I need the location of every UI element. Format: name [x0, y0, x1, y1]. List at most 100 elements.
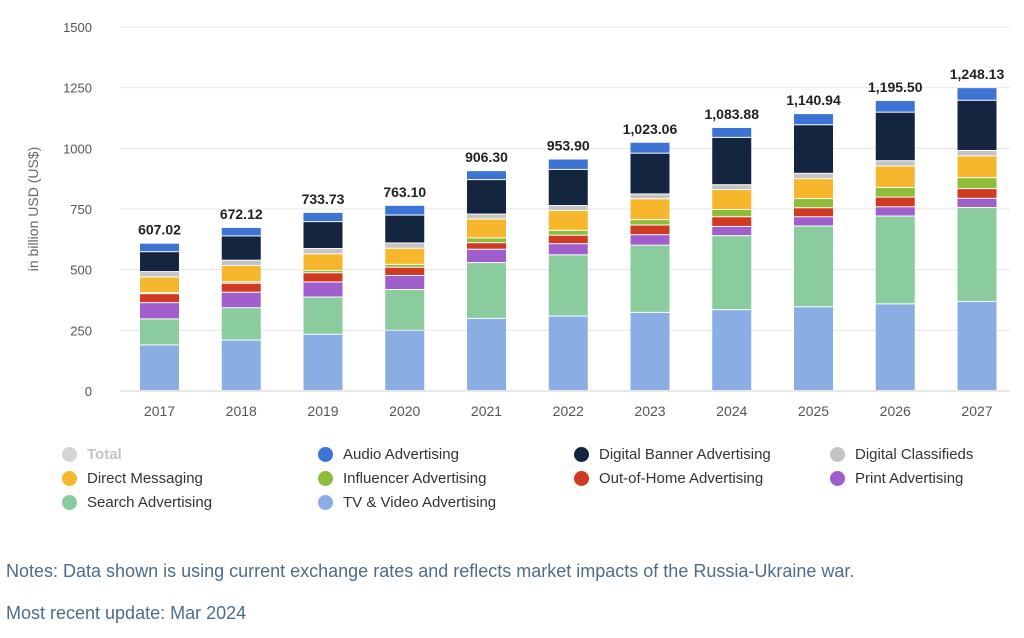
legend-item-tv-video-advertising[interactable]: TV & Video Advertising [318, 494, 574, 511]
legend-dot-icon [830, 470, 845, 486]
bar-segment-influencer-advertising [794, 199, 833, 208]
legend-dot-icon [574, 470, 589, 486]
bar-segment-digital-classifieds [712, 185, 752, 190]
bar-segment-digital-classifieds [221, 260, 261, 266]
bar-segment-print-advertising [794, 217, 833, 226]
legend-item-digital-classifieds[interactable]: Digital Classifieds [830, 446, 1010, 463]
legend-item-total[interactable]: Total [62, 446, 318, 463]
bar-segment-search-advertising [712, 236, 752, 310]
bar-segment-print-advertising [630, 235, 670, 245]
legend-dot-icon [62, 446, 77, 462]
bar-segment-influencer-advertising [957, 178, 997, 189]
bar-segment-tv-video-advertising [140, 345, 179, 390]
bar-segment-search-advertising [794, 226, 833, 307]
legend-item-out-of-home-advertising[interactable]: Out-of-Home Advertising [574, 470, 830, 487]
y-tick-label: 1250 [63, 81, 92, 96]
total-data-label: 1,023.06 [623, 121, 678, 137]
bar-segment-digital-classifieds [875, 161, 915, 166]
total-data-label: 1,140.94 [786, 92, 841, 108]
legend-label: Audio Advertising [343, 445, 459, 463]
legend-label: Direct Messaging [87, 469, 203, 487]
bar-segment-direct-messaging [630, 199, 670, 220]
bar-segment-tv-video-advertising [794, 307, 833, 390]
bar-segment-print-advertising [221, 292, 261, 308]
legend-item-direct-messaging[interactable]: Direct Messaging [62, 470, 318, 487]
x-tick-label: 2017 [144, 403, 175, 419]
bar-segment-search-advertising [957, 208, 997, 301]
total-data-label: 607.02 [138, 222, 181, 238]
x-tick-label: 2025 [798, 403, 829, 419]
y-tick-label: 250 [70, 323, 92, 338]
y-tick-label: 0 [85, 384, 92, 399]
bar-segment-direct-messaging [221, 266, 261, 282]
total-data-label: 1,248.13 [950, 66, 1005, 82]
bar-segment-digital-banner-advertising [957, 100, 997, 151]
bar-segment-tv-video-advertising [221, 340, 261, 390]
bar-segment-digital-banner-advertising [467, 180, 506, 214]
x-tick-label: 2020 [389, 403, 420, 419]
bar-segment-search-advertising [467, 263, 506, 318]
x-tick-label: 2026 [880, 403, 911, 419]
x-tick-label: 2022 [553, 403, 584, 419]
bar-segment-digital-classifieds [140, 272, 179, 277]
bar-segment-audio-advertising [548, 159, 588, 169]
y-tick-label: 750 [70, 202, 92, 217]
bar-segment-print-advertising [140, 303, 179, 319]
legend-item-audio-advertising[interactable]: Audio Advertising [318, 446, 574, 463]
bar-segment-digital-banner-advertising [712, 137, 752, 185]
bar-segment-tv-video-advertising [303, 334, 343, 390]
bar-segment-digital-classifieds [548, 206, 588, 210]
bar-segment-direct-messaging [548, 210, 588, 230]
bar-segment-tv-video-advertising [548, 316, 588, 390]
bar-segment-audio-advertising [303, 212, 343, 222]
y-tick-label: 1500 [63, 20, 92, 35]
bar-segment-print-advertising [548, 244, 588, 255]
bar-segment-search-advertising [630, 245, 670, 312]
bar-segment-direct-messaging [712, 190, 752, 209]
legend-row: Direct Messaging Influencer Advertising Ou… [62, 466, 1012, 490]
bar-segment-digital-banner-advertising [140, 252, 179, 272]
x-tick-label: 2021 [471, 403, 502, 419]
bar-segment-out-of-home-advertising [957, 189, 997, 198]
bar-segment-tv-video-advertising [875, 304, 915, 390]
bar-segment-search-advertising [875, 216, 915, 304]
bar-segment-search-advertising [548, 255, 588, 316]
legend-label: Digital Banner Advertising [599, 445, 771, 463]
bar-segment-digital-classifieds [957, 151, 997, 156]
bar-segment-print-advertising [712, 226, 752, 236]
bar-segment-influencer-advertising [467, 238, 506, 243]
legend-label: Out-of-Home Advertising [599, 469, 764, 487]
legend-item-digital-banner-advertising[interactable]: Digital Banner Advertising [574, 446, 830, 463]
most-recent-update: Most recent update: Mar 2024 [6, 603, 247, 623]
stacked-bar-chart: 0 250 500 750 1000 1250 1500 in billion USD (US… [25, 20, 1010, 419]
y-tick-label: 500 [70, 263, 92, 278]
x-tick-label: 2018 [226, 403, 257, 419]
bar-segment-direct-messaging [875, 166, 915, 187]
chart-svg: 0 250 500 750 1000 1250 1500 in billion USD (US… [25, 20, 1010, 419]
legend-dot-icon [318, 494, 333, 510]
bar-segment-out-of-home-advertising [712, 217, 752, 226]
total-data-label: 763.10 [383, 184, 426, 200]
legend-label: TV & Video Advertising [343, 493, 497, 511]
x-tick-label: 2023 [634, 403, 665, 419]
legend-dot-icon [318, 470, 333, 486]
bar-segment-digital-classifieds [303, 249, 343, 254]
bar-segment-print-advertising [385, 275, 425, 290]
bar-segment-out-of-home-advertising [467, 243, 506, 249]
total-data-label: 906.30 [465, 149, 508, 165]
legend-item-print-advertising[interactable]: Print Advertising [830, 470, 1010, 487]
bar-segment-audio-advertising [957, 88, 997, 100]
bar-segment-digital-classifieds [385, 243, 425, 248]
total-data-label: 953.90 [547, 137, 590, 153]
legend-item-influencer-advertising[interactable]: Influencer Advertising [318, 470, 574, 487]
legend-label: Digital Classifieds [855, 445, 974, 463]
bar-segment-direct-messaging [467, 219, 506, 238]
bar-segment-direct-messaging [385, 248, 425, 264]
legend-item-search-advertising[interactable]: Search Advertising [62, 494, 318, 511]
bar-segment-out-of-home-advertising [140, 294, 179, 303]
chart-notes: Notes: Data shown is using current excha… [6, 561, 855, 581]
legend-label: Print Advertising [855, 469, 964, 487]
bar-segment-audio-advertising [385, 205, 425, 215]
bar-segment-audio-advertising [140, 243, 179, 252]
bar-segment-print-advertising [467, 249, 506, 263]
